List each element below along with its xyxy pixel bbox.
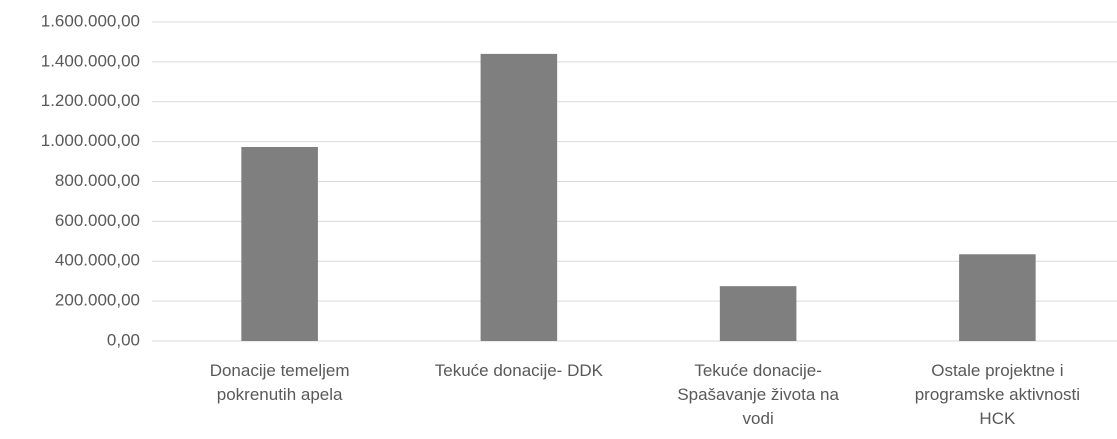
y-tick-label: 800.000,00: [55, 171, 140, 190]
y-tick-label: 200.000,00: [55, 291, 140, 310]
x-tick-label: Donacije temeljem pokrenutih apela: [209, 361, 350, 404]
y-tick-label: 0,00: [107, 330, 140, 349]
bar: [959, 254, 1036, 341]
y-tick-label: 1.600.000,00: [41, 11, 140, 30]
x-tick-label: Tekuće donacije- DDK: [434, 361, 603, 380]
y-tick-label: 600.000,00: [55, 211, 140, 230]
x-tick-label: Tekuće donacije- Spašavanje života na vo…: [677, 361, 839, 428]
y-tick-label: 400.000,00: [55, 251, 140, 270]
bar: [719, 286, 797, 341]
y-tick-label: 1.000.000,00: [41, 131, 140, 150]
y-tick-label: 1.400.000,00: [41, 51, 140, 70]
x-tick-label: Ostale projektne i programske aktivnosti…: [914, 361, 1081, 428]
bar: [480, 53, 558, 342]
bar: [241, 147, 318, 341]
y-tick-label: 1.200.000,00: [41, 91, 140, 110]
